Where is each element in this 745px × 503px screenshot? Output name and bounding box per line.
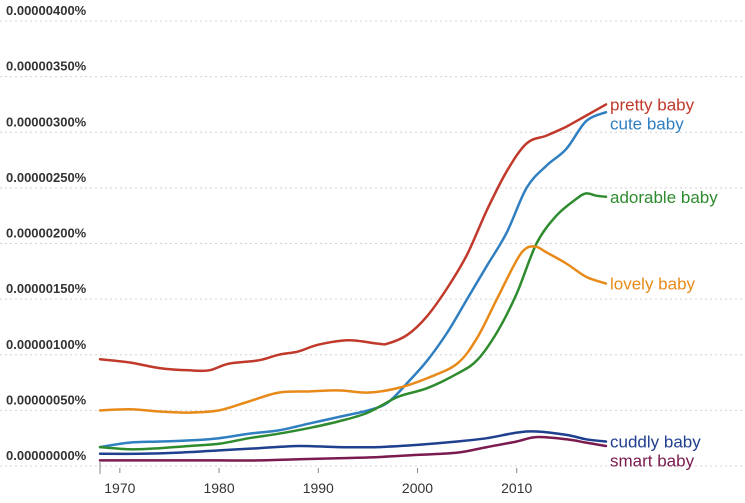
x-tick-label: 2000 <box>402 480 433 496</box>
y-tick-label: 0.00000400% <box>6 3 87 18</box>
y-tick-label: 0.00000250% <box>6 170 87 185</box>
series-label-smart-baby: smart baby <box>610 452 695 471</box>
x-axis-ticks: 1970 1980 1990 2000 2010 <box>104 468 532 496</box>
series-line-lovely-baby <box>98 245 608 414</box>
x-tick-label: 1980 <box>203 480 234 496</box>
series-line-adorable-baby <box>98 192 608 451</box>
y-tick-label: 0.00000200% <box>6 226 87 241</box>
series-label-pretty-baby: pretty baby <box>610 95 695 114</box>
y-tick-label: 0.00000350% <box>6 59 87 74</box>
series-line-smart-baby <box>98 435 608 462</box>
series-line-cute-baby <box>98 110 608 449</box>
y-tick-label: 0.00000050% <box>6 392 87 407</box>
series-line-cuddly-baby <box>98 430 608 456</box>
x-tick-label: 2010 <box>501 480 532 496</box>
x-tick-label: 1990 <box>303 480 334 496</box>
y-tick-label: 0.00000300% <box>6 114 87 129</box>
y-tick-label: 0.00000100% <box>6 337 87 352</box>
y-axis-ticks: 0.00000000% 0.00000050% 0.00000100% 0.00000… <box>6 3 87 463</box>
gridlines <box>0 20 745 474</box>
series-label-lovely-baby: lovely baby <box>610 275 696 294</box>
y-tick-label: 0.00000150% <box>6 281 87 296</box>
series-label-cute-baby: cute baby <box>610 114 684 133</box>
series-label-adorable-baby: adorable baby <box>610 188 718 207</box>
series-lines <box>98 103 608 462</box>
series-label-cuddly-baby: cuddly baby <box>610 433 701 452</box>
y-tick-label: 0.00000000% <box>6 448 87 463</box>
series-line-pretty-baby <box>98 103 608 373</box>
x-tick-label: 1970 <box>104 480 135 496</box>
